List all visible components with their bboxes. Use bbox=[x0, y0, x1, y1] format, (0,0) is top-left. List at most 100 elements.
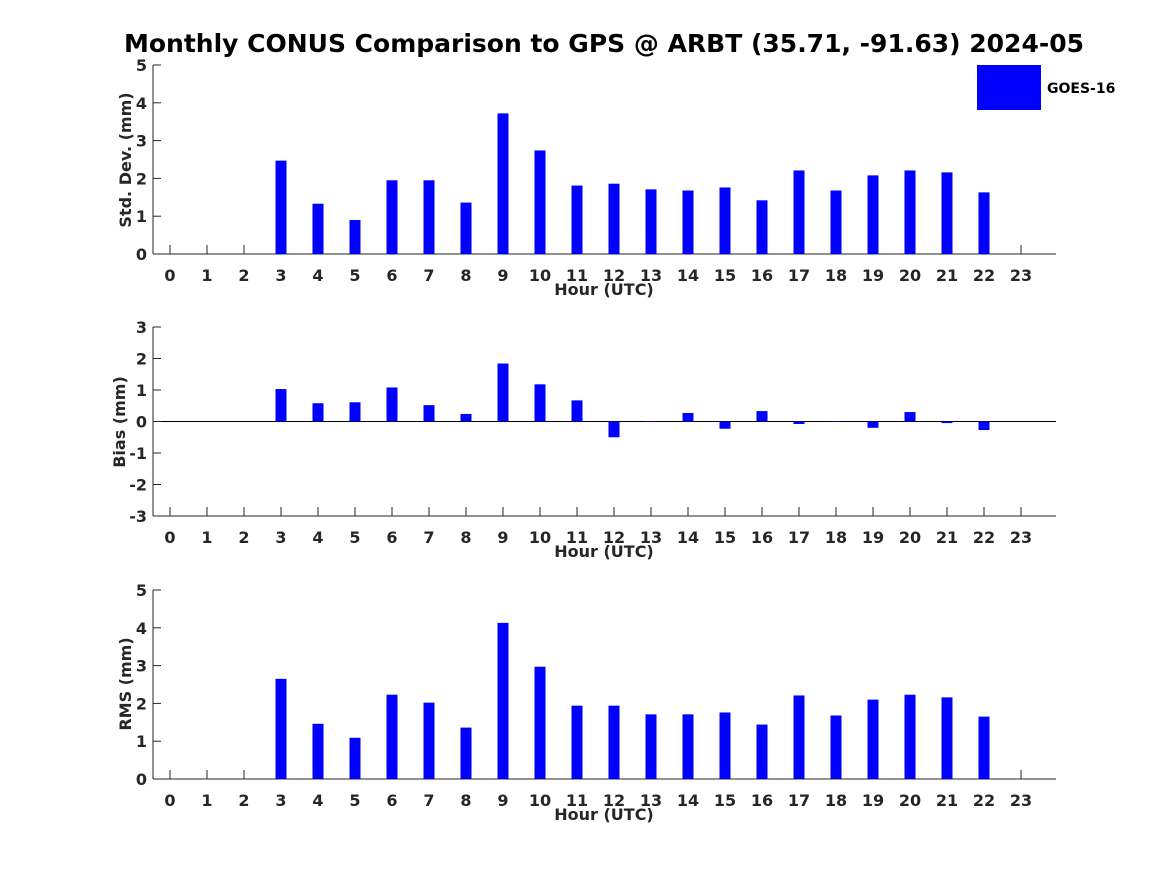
x-tick-label: 2 bbox=[238, 266, 249, 285]
y-tick-label: 1 bbox=[136, 381, 147, 400]
x-tick-label: 8 bbox=[460, 791, 471, 810]
x-tick-label: 3 bbox=[275, 266, 286, 285]
x-tick-label: 9 bbox=[497, 528, 508, 547]
y-axis-label: Std. Dev. (mm) bbox=[116, 92, 135, 227]
y-tick-label: 1 bbox=[136, 207, 147, 226]
bar-hour-15 bbox=[719, 187, 731, 254]
x-tick-label: 14 bbox=[677, 528, 699, 547]
x-tick-label: 5 bbox=[349, 791, 360, 810]
bar-hour-14 bbox=[682, 714, 694, 779]
bar-hour-12 bbox=[608, 421, 620, 438]
x-tick-label: 23 bbox=[1010, 791, 1032, 810]
bar-hour-20 bbox=[904, 694, 916, 779]
y-tick-label: -3 bbox=[129, 507, 147, 526]
x-tick-label: 6 bbox=[386, 528, 397, 547]
bar-hour-7 bbox=[423, 405, 435, 422]
x-tick-label: 6 bbox=[386, 266, 397, 285]
y-tick-label: 5 bbox=[136, 581, 147, 600]
y-axis-label: RMS (mm) bbox=[116, 637, 135, 730]
x-axis-label: Hour (UTC) bbox=[554, 280, 654, 299]
x-tick-label: 2 bbox=[238, 528, 249, 547]
bar-hour-5 bbox=[349, 402, 361, 422]
x-tick-label: 12 bbox=[603, 791, 625, 810]
x-tick-label: 1 bbox=[201, 528, 212, 547]
x-tick-label: 1 bbox=[201, 266, 212, 285]
x-tick-label: 4 bbox=[312, 266, 323, 285]
bar-hour-17 bbox=[793, 421, 805, 425]
x-tick-label: 19 bbox=[862, 791, 884, 810]
x-tick-label: 19 bbox=[862, 266, 884, 285]
bar-hour-3 bbox=[275, 389, 287, 422]
x-tick-label: 7 bbox=[423, 266, 434, 285]
x-tick-label: 23 bbox=[1010, 266, 1032, 285]
x-tick-label: 18 bbox=[825, 528, 847, 547]
legend: GOES-16 bbox=[977, 65, 1115, 110]
x-tick-label: 18 bbox=[825, 791, 847, 810]
bar-hour-14 bbox=[682, 412, 694, 422]
x-tick-label: 5 bbox=[349, 266, 360, 285]
x-tick-label: 8 bbox=[460, 528, 471, 547]
x-axis-label: Hour (UTC) bbox=[554, 542, 654, 561]
bar-hour-19 bbox=[867, 421, 879, 428]
x-tick-label: 14 bbox=[677, 791, 699, 810]
x-tick-label: 4 bbox=[312, 791, 323, 810]
x-tick-label: 13 bbox=[640, 791, 662, 810]
x-tick-label: 2 bbox=[238, 791, 249, 810]
x-tick-label: 9 bbox=[497, 266, 508, 285]
x-tick-label: 15 bbox=[714, 528, 736, 547]
figure-title: Monthly CONUS Comparison to GPS @ ARBT (… bbox=[124, 29, 1084, 58]
bar-hour-22 bbox=[978, 716, 990, 779]
bar-hour-8 bbox=[460, 727, 472, 779]
x-tick-label: 16 bbox=[751, 528, 773, 547]
bar-hour-16 bbox=[756, 724, 768, 779]
y-tick-label: 4 bbox=[136, 619, 147, 638]
x-tick-label: 7 bbox=[423, 791, 434, 810]
x-tick-label: 11 bbox=[566, 528, 588, 547]
bar-hour-21 bbox=[941, 697, 953, 779]
bar-hour-12 bbox=[608, 183, 620, 254]
y-tick-label: 3 bbox=[136, 318, 147, 337]
x-tick-label: 20 bbox=[899, 528, 921, 547]
y-tick-label: 0 bbox=[136, 245, 147, 264]
x-tick-label: 17 bbox=[788, 266, 810, 285]
bar-hour-10 bbox=[534, 150, 546, 254]
y-tick-label: -1 bbox=[129, 444, 147, 463]
x-tick-label: 19 bbox=[862, 528, 884, 547]
bar-hour-18 bbox=[830, 715, 842, 779]
bar-hour-17 bbox=[793, 695, 805, 779]
bar-hour-13 bbox=[645, 189, 657, 254]
x-tick-label: 17 bbox=[788, 528, 810, 547]
y-tick-label: 2 bbox=[136, 169, 147, 188]
y-tick-label: 4 bbox=[136, 94, 147, 113]
x-tick-label: 5 bbox=[349, 528, 360, 547]
x-tick-label: 4 bbox=[312, 528, 323, 547]
bar-hour-9 bbox=[497, 113, 509, 254]
x-tick-label: 6 bbox=[386, 791, 397, 810]
bar-hour-6 bbox=[386, 694, 398, 779]
y-tick-label: 3 bbox=[136, 657, 147, 676]
bar-hour-16 bbox=[756, 200, 768, 254]
bar-hour-4 bbox=[312, 723, 324, 779]
x-tick-label: 11 bbox=[566, 791, 588, 810]
bar-hour-19 bbox=[867, 699, 879, 779]
bar-hour-9 bbox=[497, 363, 509, 422]
legend-swatch bbox=[977, 65, 1041, 110]
y-tick-label: 1 bbox=[136, 732, 147, 751]
x-tick-label: 0 bbox=[164, 266, 175, 285]
y-tick-label: 0 bbox=[136, 770, 147, 789]
bar-hour-4 bbox=[312, 403, 324, 422]
x-tick-label: 21 bbox=[936, 791, 958, 810]
x-tick-label: 17 bbox=[788, 791, 810, 810]
x-tick-label: 22 bbox=[973, 528, 995, 547]
bar-hour-9 bbox=[497, 622, 509, 779]
bar-hour-5 bbox=[349, 219, 361, 254]
bar-hour-7 bbox=[423, 702, 435, 779]
x-tick-label: 21 bbox=[936, 528, 958, 547]
bar-hour-13 bbox=[645, 421, 657, 422]
bar-hour-16 bbox=[756, 411, 768, 422]
x-tick-label: 23 bbox=[1010, 528, 1032, 547]
